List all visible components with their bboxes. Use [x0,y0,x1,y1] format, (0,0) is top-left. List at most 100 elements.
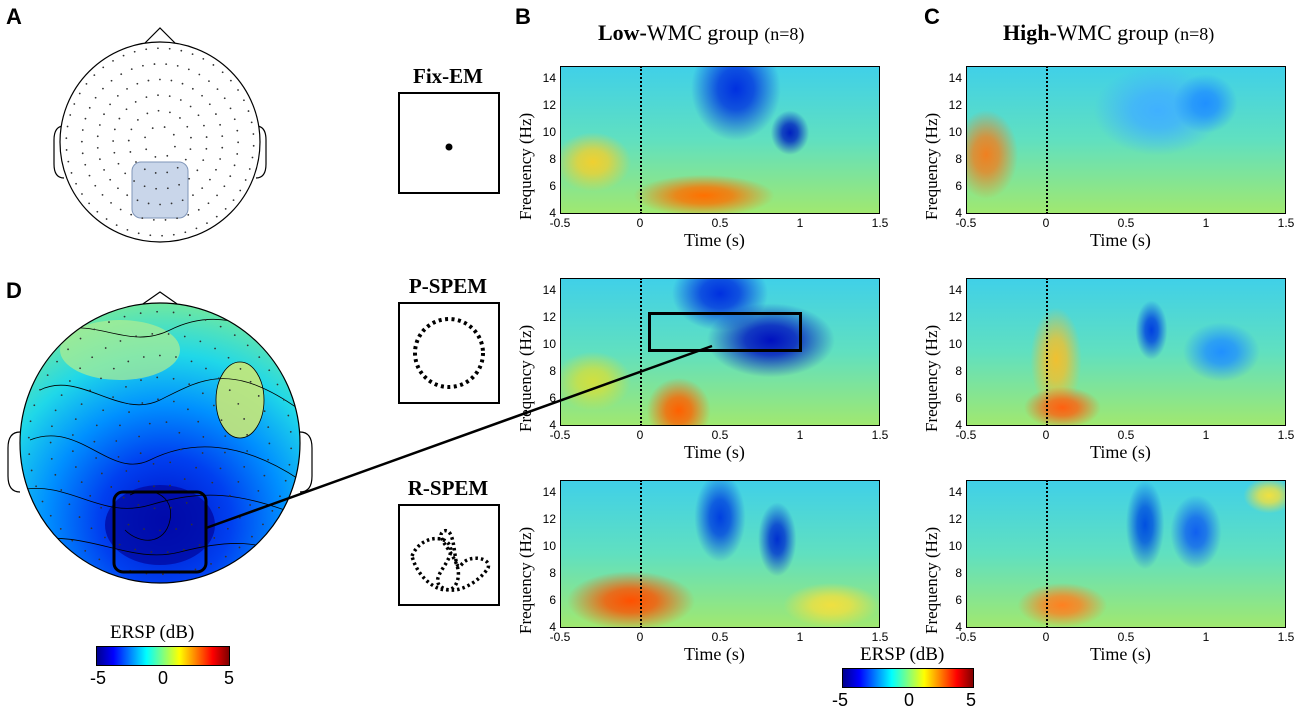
electrode-dot [143,185,146,188]
y-tick-label: 8 [549,566,556,581]
x-tick-label: 1 [796,630,804,644]
electrode-dot [96,146,99,149]
electrode-dot [100,506,103,509]
electrode-dot [208,80,210,83]
electrode-dot [251,156,254,159]
electrode-dot [268,442,271,445]
electrode-dot [215,168,217,171]
electrode-dot [183,548,185,551]
electrode-dot [176,217,178,220]
tf-heatmap [560,66,880,214]
x-tick-label: 1 [1202,216,1210,230]
electrode-dot [197,114,200,117]
electrode-dot [144,136,146,139]
electrode-dot [151,127,154,130]
electrode-dot [233,164,236,167]
electrode-dot [80,481,83,483]
electrode-dot [209,178,211,181]
electrode-dot [33,404,36,407]
electrode-dot [158,354,161,357]
electrode-dot [206,222,208,225]
electrode-dot [112,396,114,399]
group-title-high: High-WMC group (n=8) [1003,20,1214,46]
electrode-dot [81,152,84,155]
y-tick-label: 10 [948,125,962,140]
electrode-dot [123,315,126,318]
electrode-dot [80,140,83,143]
electrode-dot [88,202,91,205]
electrode-dot [198,73,201,76]
x-tick-label: 0.5 [1117,630,1135,644]
electrode-dot [224,555,227,558]
electrode-dot [139,312,142,315]
colorbar-bottom [842,668,974,688]
electrode-dot [205,367,207,370]
electrode-dot [136,119,139,121]
left-ear [7,431,21,493]
right-ear [299,431,313,493]
electrode-dot [159,203,161,206]
electrode-dot [150,551,153,553]
electrode-dot [105,218,108,220]
y-tick-label: 14 [542,485,556,500]
electrode-dot [216,88,219,90]
electrode-dot [249,504,252,506]
electrode-dot [239,189,242,192]
electrode-dot [197,420,200,423]
electrode-dot [262,523,264,526]
electrode-dot [236,129,239,132]
electrode-dot [113,128,116,131]
x-tick-label: -0.5 [549,428,571,442]
electrode-dot [133,50,136,53]
electrode-dot [102,409,105,412]
electrode-dot [289,430,292,433]
electrode-dot [257,395,260,397]
electrode-dot [60,489,63,491]
electrode-dot [115,440,118,442]
electrode-dot [122,54,125,57]
electrode-dot [68,380,71,382]
electrode-dot [101,194,104,196]
x-tick-label: 1.5 [1277,630,1295,644]
x-tick-label: 0.5 [711,216,729,230]
electrode-dot [136,199,139,202]
panel-label-d: D [6,278,22,303]
electrode-dot [139,452,142,455]
electrode-dot [189,105,192,108]
panel-label-a: A [6,4,22,29]
electrode-dot [118,117,121,120]
y-tick-label: 12 [948,98,962,113]
y-tick-label: 14 [542,283,556,298]
electrode-dot [238,516,241,519]
electrode-dot [142,356,145,358]
electrode-dot [153,507,156,510]
electrode-dot [104,536,106,539]
y-tick-label: 8 [549,364,556,379]
electrode-dot [99,158,101,161]
scalp-outline [59,41,261,243]
electrode-dot [178,183,180,186]
electrode-dot [201,94,203,97]
tf-heatmap [966,66,1286,214]
electrode-dot [66,125,69,128]
electrode-dot [109,178,112,181]
electrode-dot [224,208,227,210]
electrode-dot [154,172,157,174]
electrode-dot [49,514,52,517]
electrode-dot [172,311,175,314]
electrode-dot [159,78,161,81]
y-tick-label: 12 [948,512,962,527]
electrode-dot [165,421,168,424]
group-title-low-n: (n=8) [764,24,805,44]
electrode-dot [51,425,53,428]
electrode-dot [125,385,127,388]
electrode-dot [98,124,101,126]
group-title-low-bold: Low- [598,20,647,45]
group-title-high-rest: WMC group [1056,20,1169,45]
y-tick-label: 6 [955,391,962,406]
electrode-dot [195,227,198,230]
condition-label-r-spem: R-SPEM [407,476,489,500]
y-tick-label: 14 [948,485,962,500]
x-tick-label: 1.5 [871,630,889,644]
electrode-dot [186,125,189,128]
